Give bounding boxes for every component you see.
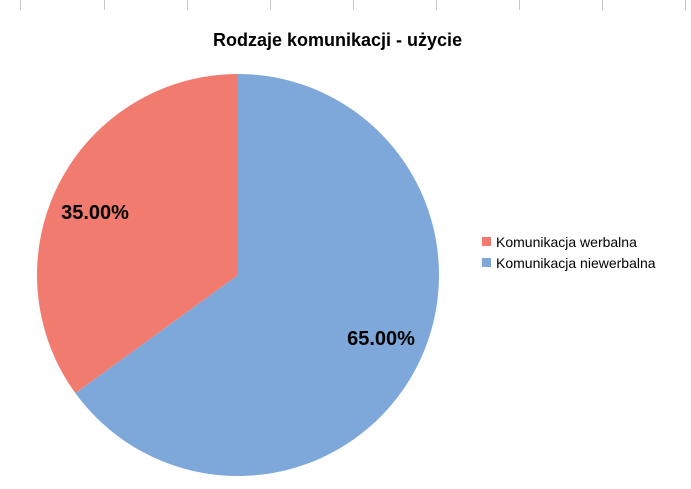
pie-slice-werbalna — [37, 73, 239, 394]
gridline — [436, 0, 437, 10]
gridline — [104, 0, 105, 10]
legend-item-niewerbalna: Komunikacja niewerbalna — [482, 252, 656, 273]
pie-slice-niewerbalna — [75, 74, 440, 477]
top-gridlines — [0, 0, 691, 10]
legend: Komunikacja werbalna Komunikacja niewerb… — [482, 231, 656, 273]
gridline — [602, 0, 603, 10]
legend-label-werbalna: Komunikacja werbalna — [496, 233, 637, 250]
gridline — [685, 0, 686, 10]
legend-swatch-niewerbalna — [482, 258, 491, 267]
gridline — [187, 0, 188, 10]
legend-label-niewerbalna: Komunikacja niewerbalna — [496, 254, 656, 271]
gridline — [270, 0, 271, 10]
legend-swatch-werbalna — [482, 237, 491, 246]
data-label-niewerbalna: 65.00% — [347, 328, 415, 350]
chart-title: Rodzaje komunikacji - użycie — [213, 30, 463, 50]
gridline — [353, 0, 354, 10]
gridline — [519, 0, 520, 10]
legend-item-werbalna: Komunikacja werbalna — [482, 231, 656, 252]
data-label-werbalna: 35.00% — [61, 202, 129, 224]
gridline — [20, 0, 21, 10]
